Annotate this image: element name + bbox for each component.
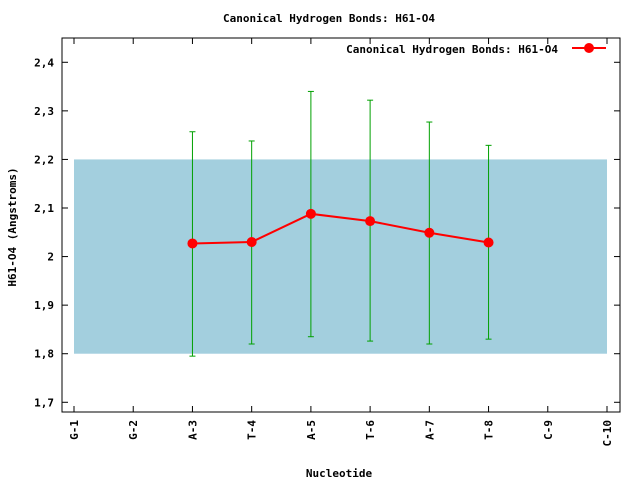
x-tick-label: G-1 <box>68 420 81 440</box>
x-tick-label: C-10 <box>601 420 614 447</box>
legend-marker-sample <box>584 43 594 53</box>
y-tick-label: 2 <box>47 251 54 264</box>
x-tick-label: T-4 <box>246 420 259 440</box>
data-point <box>187 238 198 249</box>
x-tick-label: A-5 <box>305 420 318 440</box>
y-tick-label: 2,3 <box>34 105 54 118</box>
y-tick-label: 1,9 <box>34 299 54 312</box>
x-tick-label: T-6 <box>364 420 377 440</box>
axes: 1,7 1,8 1,9 2 2,1 2,2 2,3 2,4 G-1 G-2 A-3 T-4 A-5 T-6… <box>34 38 620 447</box>
data-point <box>246 237 257 247</box>
series-line <box>192 212 489 245</box>
data-point <box>365 216 376 227</box>
reference-band <box>74 159 607 354</box>
series-line-layer <box>187 208 494 249</box>
x-tick-label: A-3 <box>186 420 199 440</box>
data-point <box>424 227 435 238</box>
reference-band-layer <box>74 159 607 354</box>
y-tick-label: 2,4 <box>34 56 54 69</box>
y-tick-label: 2,1 <box>34 202 54 215</box>
chart-title: Canonical Hydrogen Bonds: H61-O4 <box>223 12 435 25</box>
x-axis-label: Nucleotide <box>306 467 373 480</box>
y-tick-label: 2,2 <box>34 153 54 166</box>
y-tick-label: 1,8 <box>34 348 54 361</box>
legend: Canonical Hydrogen Bonds: H61-O4 <box>346 43 606 56</box>
y-axis-label: H61-O4 (Angstroms) <box>6 167 19 286</box>
legend-label: Canonical Hydrogen Bonds: H61-O4 <box>346 43 558 56</box>
data-point <box>305 208 316 219</box>
x-tick-label: C-9 <box>542 420 555 440</box>
x-tick-label: A-7 <box>423 420 436 440</box>
x-tick-label: G-2 <box>127 420 140 440</box>
data-point <box>483 237 494 248</box>
y-tick-label: 1,7 <box>34 396 54 409</box>
plot-frame <box>61 37 621 413</box>
x-tick-label: T-8 <box>483 420 496 440</box>
